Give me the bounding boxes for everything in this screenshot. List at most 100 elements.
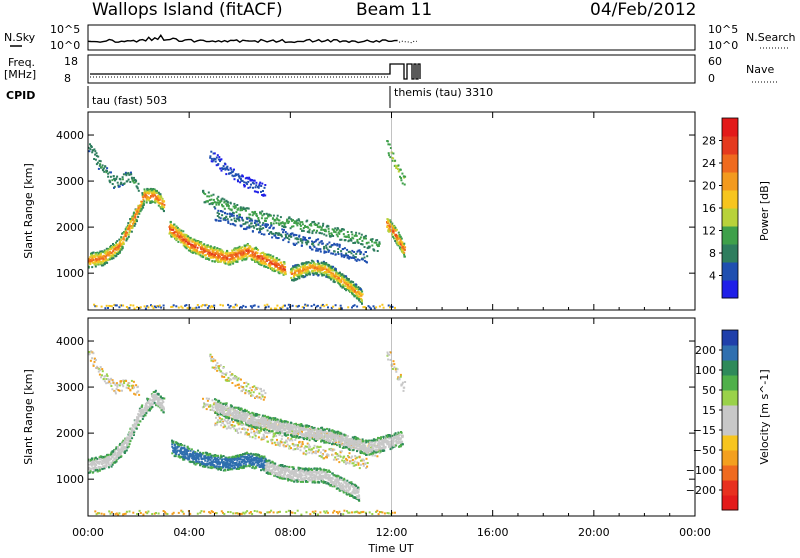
heatmap-cell (231, 215, 233, 217)
heatmap-cell (256, 215, 258, 217)
heatmap-cell (220, 304, 222, 306)
heatmap-cell (130, 221, 132, 223)
heatmap-cell (296, 447, 298, 449)
heatmap-cell (129, 443, 131, 445)
heatmap-cell (297, 444, 299, 446)
heatmap-cell (188, 448, 190, 450)
heatmap-cell (230, 427, 232, 429)
heatmap-cell (248, 433, 250, 435)
heatmap-cell (132, 305, 134, 307)
heatmap-cell (383, 307, 385, 309)
heatmap-cell (403, 387, 405, 389)
heatmap-cell (185, 304, 187, 306)
heatmap-cell (321, 243, 323, 245)
heatmap-cell (160, 307, 162, 309)
heatmap-cell (302, 223, 304, 225)
heatmap-cell (213, 410, 215, 412)
heatmap-cell (294, 448, 296, 450)
heatmap-cell (137, 390, 139, 392)
heatmap-cell (301, 445, 303, 447)
heatmap-cell (183, 451, 185, 453)
heatmap-cell (245, 210, 247, 212)
heatmap-cell (254, 437, 256, 439)
heatmap-cell (223, 199, 225, 201)
heatmap-cell (241, 386, 243, 388)
heatmap-cell (162, 401, 164, 403)
heatmap-cell (212, 360, 214, 362)
heatmap-cell (118, 306, 120, 308)
heatmap-cell (208, 195, 210, 197)
heatmap-cell (202, 256, 204, 258)
heatmap-cell (337, 455, 339, 457)
heatmap-cell (229, 216, 231, 218)
heatmap-cell (263, 213, 265, 215)
noise-right-label: N.Search (746, 31, 796, 44)
heatmap-cell (97, 156, 99, 158)
heatmap-cell (133, 387, 135, 389)
heatmap-cell (334, 254, 336, 256)
heatmap-cell (122, 449, 124, 451)
heatmap-cell (280, 262, 282, 264)
heatmap-cell (104, 166, 106, 168)
heatmap-cell (232, 374, 234, 376)
heatmap-cell (197, 242, 199, 244)
heatmap-cell (243, 181, 245, 183)
heatmap-cell (95, 359, 97, 361)
heatmap-cell (226, 166, 228, 168)
heatmap-cell (109, 180, 111, 182)
heatmap-cell (217, 455, 219, 457)
heatmap-cell (229, 264, 231, 266)
heatmap-cell (88, 150, 90, 152)
heatmap-cell (315, 232, 317, 234)
heatmap-cell (389, 359, 391, 361)
heatmap-cell (207, 404, 209, 406)
y-tick-label: 1000 (56, 267, 84, 280)
heatmap-cell (89, 262, 91, 264)
heatmap-cell (219, 417, 221, 419)
heatmap-cell (404, 249, 406, 251)
heatmap-cell (226, 372, 228, 374)
nave-tick-bottom: 0 (708, 72, 715, 85)
heatmap-cell (116, 386, 118, 388)
heatmap-cell (373, 305, 375, 307)
heatmap-cell (247, 429, 249, 431)
heatmap-cell (301, 242, 303, 244)
heatmap-cell (159, 202, 161, 204)
heatmap-cell (364, 246, 366, 248)
heatmap-cell (361, 234, 363, 236)
heatmap-cell (237, 209, 239, 211)
freq-tick-bottom: 8 (64, 72, 71, 85)
heatmap-cell (92, 352, 94, 354)
heatmap-cell (210, 459, 212, 461)
heatmap-cell (135, 426, 137, 428)
heatmap-cell (95, 464, 97, 466)
heatmap-cell (191, 448, 193, 450)
heatmap-cell (222, 372, 224, 374)
heatmap-cell (151, 406, 153, 408)
heatmap-cell (243, 223, 245, 225)
heatmap-cell (224, 208, 226, 210)
heatmap-cell (260, 260, 262, 262)
heatmap-cell (338, 253, 340, 255)
heatmap-cell (216, 424, 218, 426)
noise-sky-line (88, 35, 398, 42)
heatmap-cell (258, 187, 260, 189)
heatmap-cell (106, 262, 108, 264)
heatmap-cell (396, 229, 398, 231)
heatmap-cell (231, 382, 233, 384)
heatmap-cell (115, 384, 117, 386)
heatmap-cell (291, 439, 293, 441)
heatmap-cell (130, 304, 132, 306)
heatmap-cell (217, 154, 219, 156)
heatmap-cell (238, 220, 240, 222)
heatmap-cell (215, 455, 217, 457)
heatmap-cell (173, 304, 175, 306)
heatmap-cell (392, 157, 394, 159)
heatmap-cell (215, 364, 217, 366)
heatmap-cell (93, 255, 95, 257)
heatmap-cell (229, 422, 231, 424)
heatmap-cell (212, 399, 214, 401)
heatmap-cell (132, 218, 134, 220)
heatmap-cell (163, 201, 165, 203)
heatmap-cell (400, 177, 402, 179)
